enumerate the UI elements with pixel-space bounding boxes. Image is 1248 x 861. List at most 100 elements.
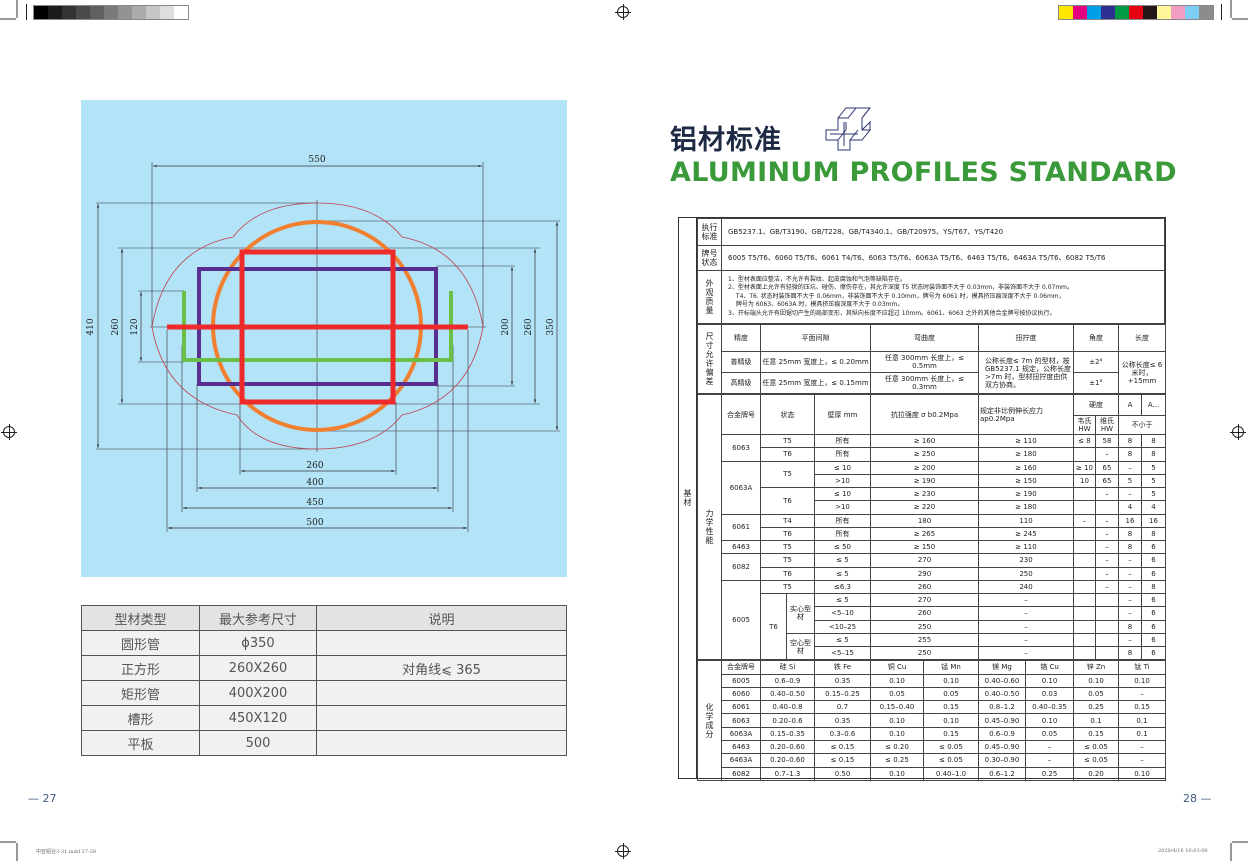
page-number: 27 xyxy=(42,792,57,805)
aluminum-profile-logo-icon xyxy=(818,100,876,156)
slug-left: 中亚铝业3-31.indd 27-28 xyxy=(36,849,97,855)
cmyk-color-bar xyxy=(1058,5,1214,20)
element-cell: 0.15–0.40 xyxy=(870,700,924,715)
mechanical-row: 6005 T5 ≤6.3 260 240– –8 xyxy=(698,579,1166,661)
a2-cell: 5 xyxy=(1141,473,1166,489)
appearance-label: 外观质量 xyxy=(697,270,722,324)
header-hw2: 维氏 HW xyxy=(1095,415,1119,435)
angle-value: ±2° xyxy=(1073,351,1119,373)
note-cell xyxy=(316,630,567,656)
header-alloy: 合金牌号 xyxy=(721,394,761,435)
mechanical-row: 6063A T5 ≤ 10 ≥ 200 ≥ 160 ≥ 10 65–5 xyxy=(698,460,1166,515)
tensile-cell: 290 xyxy=(870,566,979,581)
dimension-label: 尺寸允许偏差 xyxy=(697,324,722,394)
crop-mark xyxy=(1230,843,1232,861)
mechanical-row: T6 ≤ 5 290 250– –6 xyxy=(698,566,1166,581)
wall-cell: ≤6.3 xyxy=(814,579,871,595)
twist-value: 公称长度≤ 7m 的型材，按 GB5237.1 规定，公称长度 >7m 时，型材… xyxy=(978,351,1074,394)
element-cell: 0.15 xyxy=(923,700,979,715)
yield-cell: ≥ 110 xyxy=(978,433,1074,449)
header-flatness: 平面间隙 xyxy=(760,324,871,352)
appearance-line: 牌号为 6063、6063A 时，模具挤压痕深度不大于 0.03mm。 xyxy=(728,301,904,309)
color-swatch xyxy=(1087,6,1101,19)
yield-cell: – xyxy=(978,592,1074,608)
dim-label-120: 120 xyxy=(130,318,140,335)
appearance-row: 外观质量 1、型材表面应整洁，不允许有裂纹、起皮腐蚀和气泡等缺陷存在。 2、型材表… xyxy=(697,270,1165,324)
wall-cell: <10–25 xyxy=(814,619,871,634)
flatness-value: 任意 25mm 宽度上，≤ 0.15mm xyxy=(760,372,871,394)
element-cell: 0.05 xyxy=(923,686,979,702)
wall-cell: 所有 xyxy=(814,526,871,542)
crop-mark xyxy=(1230,0,1232,18)
bend-value: 任意 300mm 长度上，≤ 0.3mm xyxy=(870,372,979,394)
element-cell: – xyxy=(1025,753,1074,768)
chemical-header-cell: 锌 Zn xyxy=(1073,660,1119,675)
wall-cell: <5–15 xyxy=(814,645,871,661)
hw1-cell: ≥ 10 xyxy=(1073,460,1096,475)
element-cell: 0.10 xyxy=(1025,713,1074,728)
page-number-left: — 27 xyxy=(28,792,57,805)
alloy-cell: 6063A xyxy=(721,460,761,515)
element-cell: 0.3–0.6 xyxy=(814,726,871,742)
note-cell xyxy=(316,680,567,706)
mechanical-properties-section: 力学性能 合金牌号 状态 壁厚 mm 抗拉强度 σ b0.2Mpa 规定非比例伸长应力 a… xyxy=(697,393,1166,661)
header-a: A xyxy=(1118,394,1142,416)
wall-cell: ≤ 10 xyxy=(814,460,871,475)
color-swatch xyxy=(1129,6,1143,19)
yield-cell: 250 xyxy=(978,566,1074,581)
hw1-cell xyxy=(1073,526,1096,542)
element-cell: 0.20–0.60 xyxy=(760,753,815,768)
element-cell: – xyxy=(1118,740,1166,755)
temper-cell: T5 xyxy=(760,579,815,595)
tensile-cell: ≥ 265 xyxy=(870,526,979,542)
standard-label: 执行标准 xyxy=(697,218,722,246)
crop-mark xyxy=(1221,4,1222,20)
mechanical-label: 力学性能 xyxy=(697,393,722,661)
hw2-cell: – xyxy=(1095,447,1119,462)
temper-cell: T6 xyxy=(760,487,815,515)
chemical-row: 6061 0.40–0.8 0.7 0.15–0.40 0.15 0.8–1.2 0.40–… xyxy=(698,700,1166,715)
bend-value: 任意 300mm 长度上，≤ 0.5mm xyxy=(870,351,979,373)
crop-mark xyxy=(16,843,18,861)
element-cell: 0.20–0.60 xyxy=(760,740,815,755)
yield-cell: ≥ 190 xyxy=(978,486,1074,502)
chemical-row: 6063A 0.15–0.35 0.3–0.6 0.10 0.15 0.6–0.9 0.05… xyxy=(698,726,1166,742)
element-cell: 0.7 xyxy=(814,700,871,715)
element-cell: 0.10 xyxy=(1118,766,1166,781)
note-cell xyxy=(316,705,567,731)
element-cell: ≤ 0.20 xyxy=(870,740,924,755)
extension-lines xyxy=(96,162,560,532)
chemical-header-cell: 镁 Mg xyxy=(978,660,1026,675)
element-cell: 0.8–1.2 xyxy=(978,700,1026,715)
wall-cell: >10 xyxy=(814,473,871,489)
color-swatch xyxy=(1101,6,1115,19)
mechanical-row: <5–10 260– –6 xyxy=(698,606,1166,621)
a2-cell: 8 xyxy=(1141,447,1166,462)
chemical-label: 化学成分 xyxy=(697,660,722,781)
element-cell: 0.10 xyxy=(870,673,924,688)
appearance-text: 1、型材表面应整洁，不允许有裂纹、起皮腐蚀和气泡等缺陷存在。 2、型材表面上允许有… xyxy=(721,270,1165,324)
dim-label-260-left: 260 xyxy=(111,318,121,335)
mechanical-row: 6082 T5 ≤ 5 270 230– –6 xyxy=(698,553,1166,581)
hw1-cell: 10 xyxy=(1073,473,1096,489)
header-min: 不小于 xyxy=(1118,415,1166,435)
mechanical-label-text: 力学性能 xyxy=(705,509,714,546)
crop-mark xyxy=(26,4,27,20)
element-cell: 0.20–0.6 xyxy=(760,713,815,728)
tensile-cell: 270 xyxy=(870,553,979,568)
hw2-cell: – xyxy=(1095,553,1119,568)
hw1-cell xyxy=(1073,632,1096,648)
a-cell: – xyxy=(1118,579,1142,595)
color-swatch xyxy=(1171,6,1185,19)
element-cell: 0.15 xyxy=(1073,726,1119,742)
a2-cell: 5 xyxy=(1141,460,1166,475)
element-cell: 0.05 xyxy=(1073,686,1119,702)
a2-cell: 5 xyxy=(1141,486,1166,502)
a-cell: – xyxy=(1118,486,1142,502)
color-swatch xyxy=(1115,6,1129,19)
hw2-cell xyxy=(1095,500,1119,515)
hw2-cell: 65 xyxy=(1095,460,1119,475)
header-wall: 壁厚 mm xyxy=(814,394,871,435)
a-cell: – xyxy=(1118,566,1142,581)
hw2-cell: – xyxy=(1095,486,1119,502)
